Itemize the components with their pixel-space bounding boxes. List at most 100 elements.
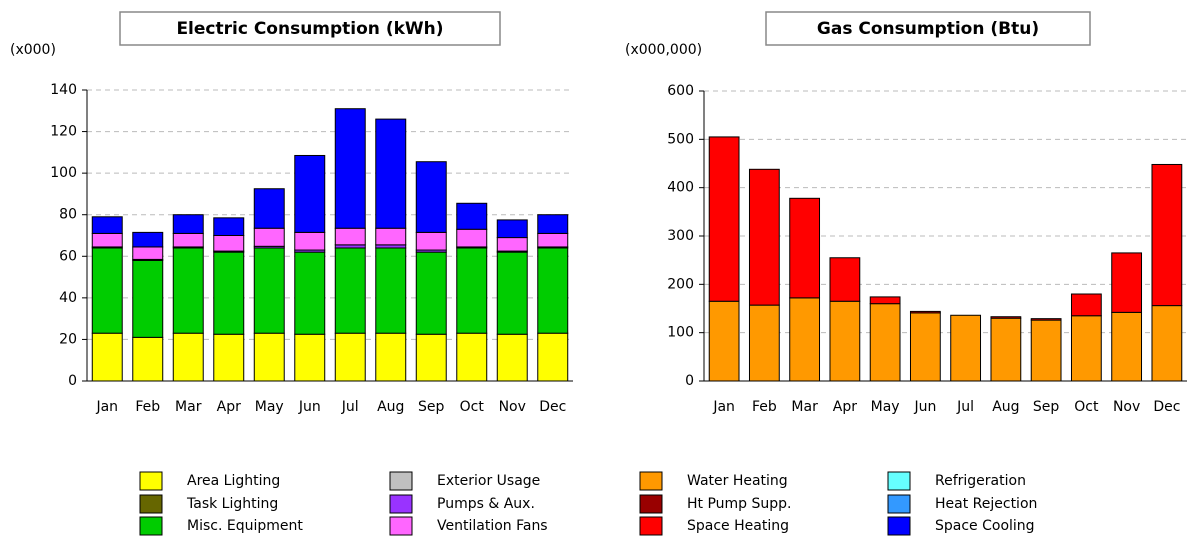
bar-segment	[334, 227, 366, 246]
bar-segment	[334, 332, 366, 382]
x-tick-label: Dec	[539, 399, 566, 415]
y-tick-label: 600	[667, 83, 694, 99]
bar-segment	[1111, 252, 1143, 313]
bar-segment	[375, 118, 407, 229]
legend-swatch	[139, 494, 163, 514]
y-tick-label: 500	[667, 131, 694, 147]
legend-swatch	[887, 494, 911, 514]
bar-segment	[294, 231, 326, 251]
bar-segment	[253, 227, 285, 247]
legend-label: Ventilation Fans	[437, 518, 548, 534]
x-tick-label: Jun	[913, 399, 936, 415]
legend-label: Task Lighting	[186, 496, 278, 512]
title-box	[765, 11, 1091, 46]
bar-segment	[334, 247, 366, 334]
legend-swatch	[389, 494, 413, 514]
bar-segment	[496, 333, 528, 382]
y-tick-label: 0	[68, 373, 77, 389]
x-tick-label: May	[255, 399, 284, 415]
bar-segment	[294, 251, 326, 335]
y-tick-label: 80	[59, 207, 77, 223]
bar-segment	[456, 202, 488, 230]
x-tick-label: Mar	[175, 399, 202, 415]
bar-segment	[708, 300, 740, 382]
y-tick-label: 100	[50, 165, 77, 181]
legend-swatch	[887, 471, 911, 491]
legend-label: Heat Rejection	[935, 496, 1037, 512]
bar-segment	[1151, 305, 1183, 382]
bar-segment	[91, 247, 123, 334]
bar-segment	[415, 231, 447, 251]
x-tick-label: Jan	[712, 399, 735, 415]
y-tick-label: 40	[59, 290, 77, 306]
bar-segment	[496, 237, 528, 252]
legend-swatch	[139, 516, 163, 536]
legend-label: Exterior Usage	[437, 473, 540, 489]
legend-swatch	[389, 516, 413, 536]
x-tick-label: Jul	[341, 399, 359, 415]
legend-label: Area Lighting	[187, 473, 280, 489]
legend-swatch	[139, 471, 163, 491]
bar-segment	[415, 251, 447, 335]
bar-segment	[869, 303, 901, 382]
x-tick-label: Apr	[217, 399, 241, 415]
chart-title: Gas Consumption (Btu)	[817, 19, 1039, 39]
bar-segment	[1070, 315, 1102, 382]
bar-segment	[1030, 318, 1062, 321]
bar-segment	[213, 251, 245, 335]
bar-segment	[253, 188, 285, 229]
bar-segment	[172, 232, 204, 248]
unit-label: (x000)	[10, 42, 56, 58]
bar-segment	[537, 214, 569, 234]
bar-segment	[537, 332, 569, 382]
bar-segment	[415, 161, 447, 233]
bar-segment	[334, 108, 366, 229]
x-tick-label: Aug	[377, 399, 404, 415]
x-tick-label: May	[871, 399, 900, 415]
x-tick-label: Dec	[1153, 399, 1180, 415]
bar-segment	[537, 247, 569, 334]
bar-segment	[213, 235, 245, 252]
x-tick-label: Oct	[1074, 399, 1099, 415]
bar-segment	[213, 333, 245, 382]
bar-segment	[496, 251, 528, 335]
bar-segment	[375, 247, 407, 334]
y-tick-label: 300	[667, 228, 694, 244]
unit-label: (x000,000)	[625, 42, 702, 58]
bar-segment	[496, 219, 528, 239]
x-tick-label: Sep	[1033, 399, 1060, 415]
bar-segment	[909, 310, 941, 314]
x-tick-label: Sep	[418, 399, 445, 415]
bar-segment	[375, 227, 407, 246]
legend-label: Misc. Equipment	[187, 518, 303, 534]
legend-swatch	[389, 471, 413, 491]
legend-swatch	[639, 494, 663, 514]
x-tick-label: Nov	[1113, 399, 1140, 415]
legend-label: Refrigeration	[935, 473, 1026, 489]
bar-segment	[213, 217, 245, 236]
y-tick-label: 0	[685, 373, 694, 389]
legend-label: Space Cooling	[935, 518, 1035, 534]
bar-segment	[91, 332, 123, 382]
bar-segment	[869, 296, 901, 305]
bar-segment	[294, 333, 326, 382]
bar-segment	[829, 300, 861, 382]
bar-segment	[375, 332, 407, 382]
bar-segment	[415, 333, 447, 382]
legend-swatch	[639, 471, 663, 491]
y-tick-label: 100	[667, 325, 694, 341]
bar-segment	[172, 214, 204, 234]
bar-segment	[909, 312, 941, 382]
bar-segment	[708, 136, 740, 302]
bar-segment	[456, 247, 488, 334]
bar-segment	[1030, 319, 1062, 382]
y-tick-label: 20	[59, 331, 77, 347]
bar-segment	[789, 197, 821, 299]
bar-segment	[132, 246, 164, 260]
bar-segment	[132, 259, 164, 338]
bar-segment	[172, 332, 204, 382]
x-tick-label: Feb	[135, 399, 160, 415]
x-tick-label: Apr	[833, 399, 857, 415]
x-tick-label: Jul	[956, 399, 974, 415]
